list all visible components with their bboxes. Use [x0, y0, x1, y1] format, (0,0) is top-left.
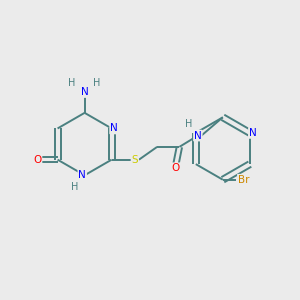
Text: H: H — [185, 119, 193, 129]
Text: O: O — [172, 163, 180, 173]
Text: N: N — [78, 170, 86, 180]
Text: H: H — [68, 78, 76, 88]
Text: N: N — [110, 124, 118, 134]
Text: H: H — [93, 78, 101, 88]
Text: Br: Br — [238, 175, 249, 185]
Text: N: N — [249, 128, 257, 138]
Text: N: N — [194, 130, 202, 141]
Text: N: N — [81, 87, 88, 97]
Text: H: H — [70, 182, 78, 192]
Text: O: O — [33, 155, 41, 165]
Text: S: S — [131, 155, 138, 165]
